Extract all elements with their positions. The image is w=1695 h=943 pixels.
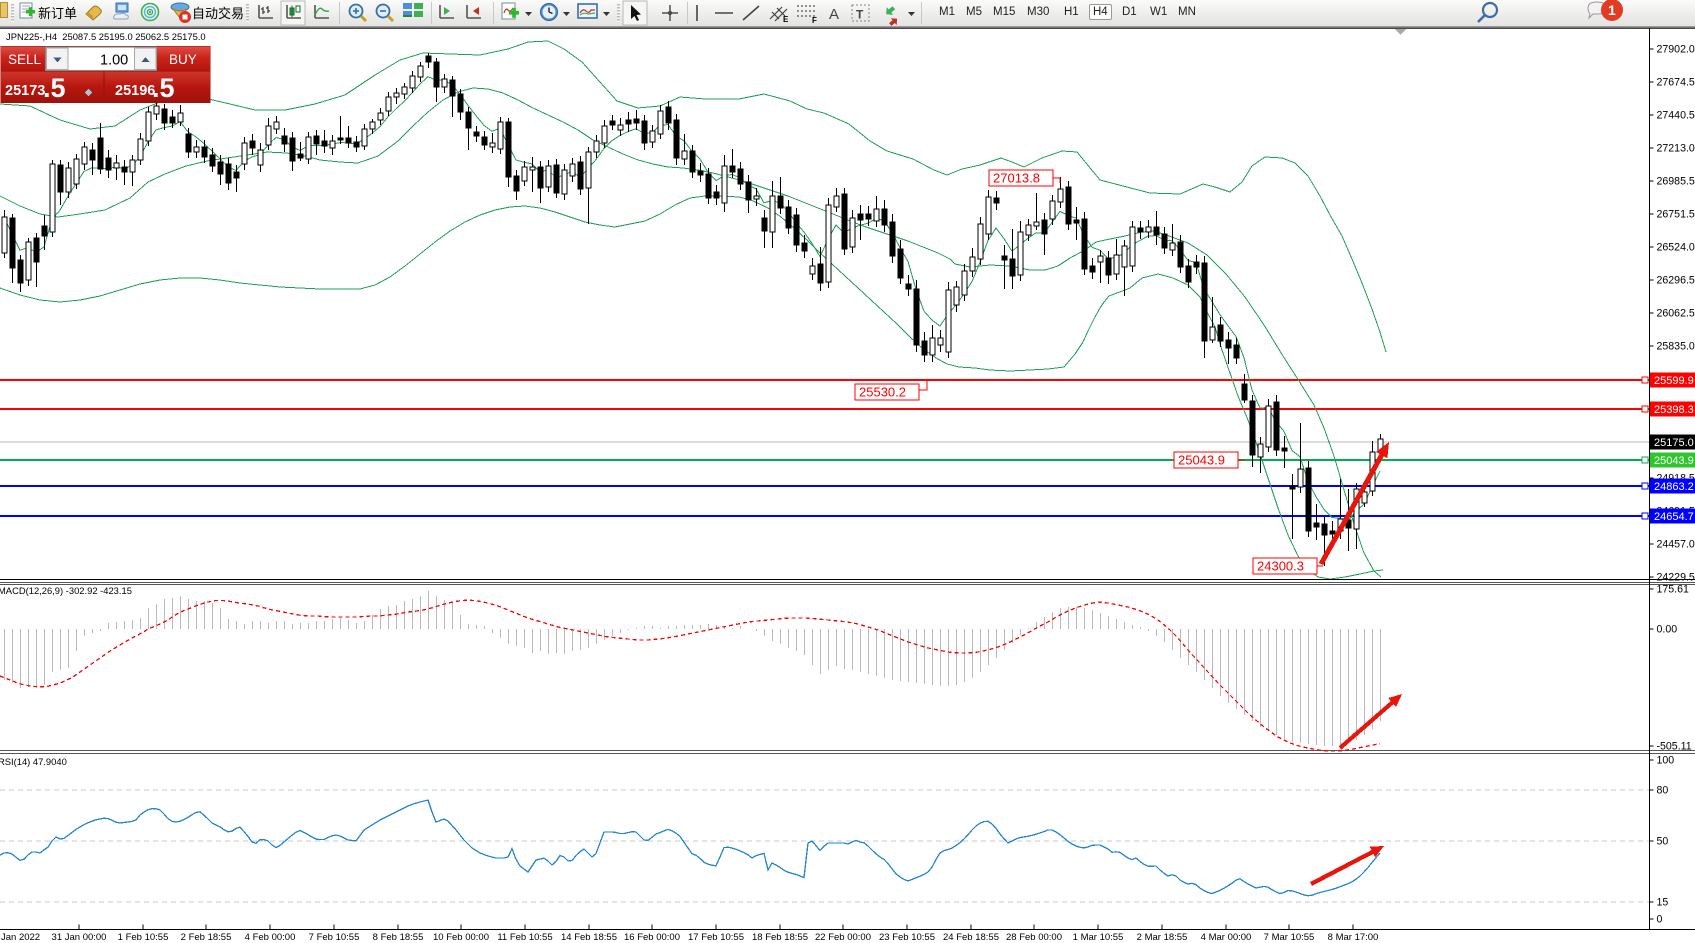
svg-text:25043.9: 25043.9	[1178, 453, 1225, 468]
svg-text:23 Feb 10:55: 23 Feb 10:55	[879, 932, 935, 943]
svg-text:27213.0: 27213.0	[1657, 143, 1695, 155]
svg-text:-505.11: -505.11	[1657, 741, 1692, 753]
svg-text:.5: .5	[43, 73, 66, 103]
svg-text:Jan 2022: Jan 2022	[1, 932, 40, 943]
svg-text:24300.3: 24300.3	[1257, 559, 1304, 574]
svg-text:7 Mar 10:55: 7 Mar 10:55	[1264, 932, 1315, 943]
svg-text:11 Feb 10:55: 11 Feb 10:55	[497, 932, 552, 943]
svg-text:1.00: 1.00	[100, 53, 128, 69]
svg-text:175.61: 175.61	[1657, 584, 1690, 596]
svg-text:17 Feb 10:55: 17 Feb 10:55	[688, 932, 744, 943]
svg-text:24229.5: 24229.5	[1657, 572, 1695, 584]
svg-text:1 Feb 10:55: 1 Feb 10:55	[118, 932, 169, 943]
svg-text:80: 80	[1657, 785, 1669, 797]
svg-text:27674.5: 27674.5	[1657, 77, 1695, 89]
svg-text:RSI(14) 47.9040: RSI(14) 47.9040	[0, 756, 67, 767]
svg-text:100: 100	[1657, 755, 1675, 767]
svg-text:24863.2: 24863.2	[1654, 481, 1694, 493]
svg-text:E: E	[783, 15, 789, 24]
svg-text:25835.0: 25835.0	[1657, 341, 1695, 353]
svg-text:8 Feb 18:55: 8 Feb 18:55	[373, 932, 424, 943]
svg-text:31 Jan 00:00: 31 Jan 00:00	[52, 932, 107, 943]
svg-text:BUY: BUY	[169, 52, 197, 67]
svg-text:2 Feb 18:55: 2 Feb 18:55	[181, 932, 232, 943]
svg-text:27440.5: 27440.5	[1657, 110, 1695, 122]
svg-text:27902.0: 27902.0	[1657, 44, 1695, 56]
svg-text:27013.8: 27013.8	[993, 171, 1040, 186]
svg-text:自动交易: 自动交易	[192, 6, 244, 21]
svg-text:26751.5: 26751.5	[1657, 209, 1695, 221]
svg-text:25398.3: 25398.3	[1654, 404, 1694, 416]
svg-text:8 Mar 17:00: 8 Mar 17:00	[1328, 932, 1379, 943]
svg-text:26296.5: 26296.5	[1657, 275, 1695, 287]
svg-text:25196: 25196	[115, 83, 155, 99]
svg-text:25530.2: 25530.2	[859, 385, 906, 400]
svg-text:18 Feb 18:55: 18 Feb 18:55	[752, 932, 808, 943]
svg-text:22 Feb 00:00: 22 Feb 00:00	[815, 932, 871, 943]
svg-text:25043.9: 25043.9	[1654, 455, 1694, 467]
svg-text:24654.7: 24654.7	[1654, 511, 1694, 523]
svg-text:新订单: 新订单	[38, 6, 77, 21]
svg-text:1: 1	[1608, 2, 1616, 18]
svg-text:4 Feb 00:00: 4 Feb 00:00	[245, 932, 296, 943]
svg-text:A: A	[829, 6, 839, 23]
svg-text:24 Feb 18:55: 24 Feb 18:55	[943, 932, 999, 943]
svg-text:14 Feb 18:55: 14 Feb 18:55	[561, 932, 617, 943]
svg-text:26985.5: 26985.5	[1657, 176, 1695, 188]
svg-text:50: 50	[1657, 836, 1669, 848]
svg-text:16 Feb 00:00: 16 Feb 00:00	[624, 932, 680, 943]
svg-text:25599.9: 25599.9	[1654, 375, 1694, 387]
svg-text:0: 0	[1657, 914, 1663, 926]
svg-text:SELL: SELL	[8, 52, 42, 67]
svg-text:10 Feb 00:00: 10 Feb 00:00	[433, 932, 489, 943]
svg-text:0.00: 0.00	[1657, 624, 1678, 636]
svg-text:JPN225-,H4 25087.5 25195.0 25: JPN225-,H4 25087.5 25195.0 25062.5 25175…	[6, 31, 206, 42]
svg-text:26062.5: 26062.5	[1657, 308, 1695, 320]
svg-text:2 Mar 18:55: 2 Mar 18:55	[1137, 932, 1188, 943]
svg-text:25173: 25173	[5, 83, 45, 99]
svg-text:28 Feb 00:00: 28 Feb 00:00	[1006, 932, 1062, 943]
svg-text:4 Mar 00:00: 4 Mar 00:00	[1201, 932, 1252, 943]
svg-text:7 Feb 10:55: 7 Feb 10:55	[309, 932, 360, 943]
svg-text:F: F	[812, 16, 817, 25]
svg-text:.5: .5	[152, 73, 175, 103]
svg-text:15: 15	[1657, 897, 1669, 909]
svg-text:24457.0: 24457.0	[1657, 539, 1695, 551]
svg-text:MACD(12,26,9) -302.92 -423.15: MACD(12,26,9) -302.92 -423.15	[0, 585, 132, 596]
svg-text:25175.0: 25175.0	[1654, 437, 1694, 449]
svg-text:1 Mar 10:55: 1 Mar 10:55	[1073, 932, 1124, 943]
svg-text:T: T	[856, 8, 864, 22]
svg-text:26524.0: 26524.0	[1657, 242, 1695, 254]
